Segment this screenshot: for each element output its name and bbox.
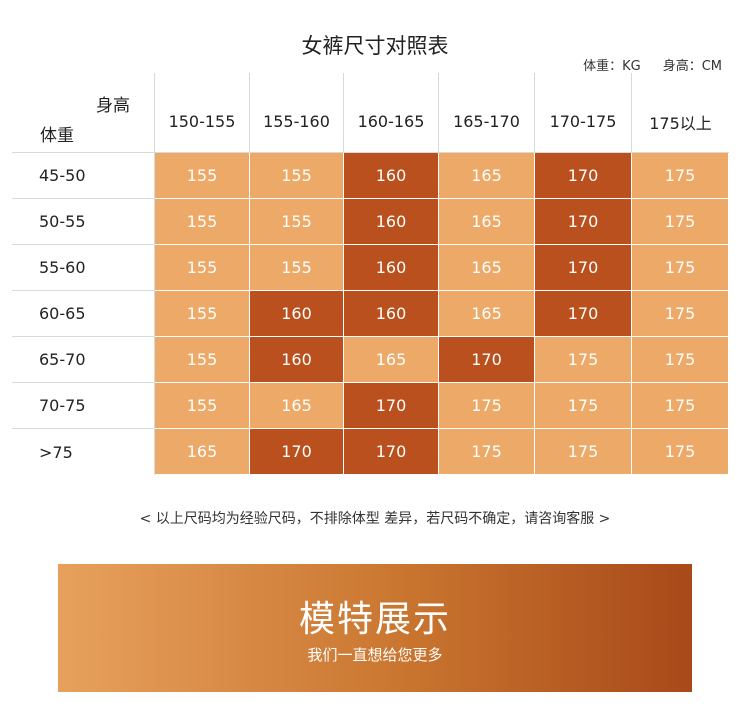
size-cell: 170 — [535, 291, 632, 337]
size-cell: 160 — [344, 153, 439, 199]
size-cell: 155 — [155, 337, 250, 383]
size-chart-table: 身高 体重 150-155 155-160 160-165 165-170 170-17… — [12, 73, 729, 475]
size-cell: 175 — [632, 383, 729, 429]
size-cell: 170 — [535, 199, 632, 245]
column-header-height: 150-155 — [155, 73, 250, 153]
size-cell: 175 — [535, 429, 632, 475]
column-header-height: 175以上 — [632, 73, 729, 153]
column-header-height: 170-175 — [535, 73, 632, 153]
banner-subtitle: 我们一直想给您更多 — [307, 646, 443, 664]
size-cell: 165 — [439, 291, 535, 337]
column-header-height: 155-160 — [250, 73, 344, 153]
size-cell: 175 — [632, 291, 729, 337]
size-cell: 175 — [535, 383, 632, 429]
size-cell: 155 — [155, 383, 250, 429]
size-cell: 160 — [344, 199, 439, 245]
units-legend: 体重：KG 身高：CM — [583, 55, 722, 74]
size-cell: 175 — [439, 383, 535, 429]
size-cell: 170 — [439, 337, 535, 383]
size-cell: 160 — [250, 337, 344, 383]
height-unit: 身高：CM — [662, 59, 722, 74]
height-axis-label: 身高 — [96, 96, 130, 116]
row-header-weight: 60-65 — [12, 291, 155, 337]
weight-unit: 体重：KG — [583, 59, 641, 74]
size-cell: 175 — [439, 429, 535, 475]
size-cell: 155 — [250, 199, 344, 245]
row-header-weight: 50-55 — [12, 199, 155, 245]
size-cell: 155 — [155, 245, 250, 291]
row-header-weight: 45-50 — [12, 153, 155, 199]
size-cell: 175 — [632, 337, 729, 383]
size-cell: 165 — [155, 429, 250, 475]
size-cell: 165 — [439, 199, 535, 245]
size-cell: 155 — [155, 291, 250, 337]
size-cell: 160 — [344, 291, 439, 337]
column-header-height: 160-165 — [344, 73, 439, 153]
row-header-weight: 55-60 — [12, 245, 155, 291]
size-cell: 175 — [632, 153, 729, 199]
size-cell: 165 — [439, 153, 535, 199]
size-cell: 155 — [155, 199, 250, 245]
banner-title: 模特展示 — [298, 599, 451, 640]
size-cell: 170 — [344, 383, 439, 429]
row-header-weight: 70-75 — [12, 383, 155, 429]
size-cell: 160 — [250, 291, 344, 337]
size-cell: 155 — [155, 153, 250, 199]
size-cell: 175 — [632, 199, 729, 245]
size-cell: 155 — [250, 153, 344, 199]
row-header-weight: >75 — [12, 429, 155, 475]
size-cell: 155 — [250, 245, 344, 291]
column-header-height: 165-170 — [439, 73, 535, 153]
size-cell: 165 — [250, 383, 344, 429]
size-cell: 175 — [632, 429, 729, 475]
size-cell: 175 — [632, 245, 729, 291]
size-cell: 170 — [250, 429, 344, 475]
table-corner-header: 身高 体重 — [12, 73, 155, 153]
size-cell: 160 — [344, 245, 439, 291]
row-header-weight: 65-70 — [12, 337, 155, 383]
size-cell: 170 — [344, 429, 439, 475]
page-title: 女裤尺寸对照表 — [301, 34, 449, 58]
weight-axis-label: 体重 — [40, 126, 74, 146]
size-cell: 165 — [344, 337, 439, 383]
size-cell: 175 — [535, 337, 632, 383]
size-cell: 170 — [535, 153, 632, 199]
size-cell: 165 — [439, 245, 535, 291]
model-showcase-banner[interactable]: 模特展示 我们一直想给您更多 — [58, 564, 692, 692]
size-cell: 170 — [535, 245, 632, 291]
size-note: < 以上尺码均为经验尺码，不排除体型 差异，若尺码不确定，请咨询客服 > — [139, 511, 611, 527]
